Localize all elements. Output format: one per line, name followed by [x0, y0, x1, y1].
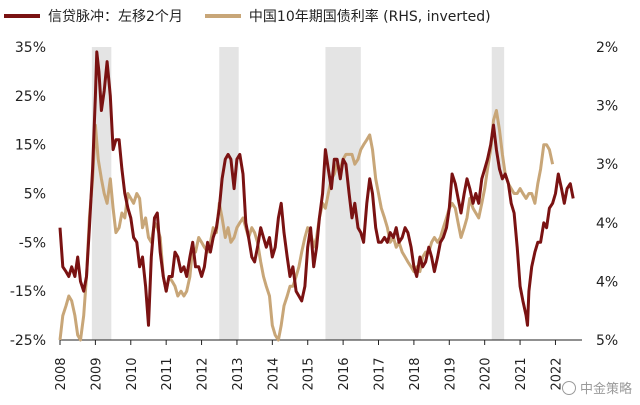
x-tick-label-2015: 2015 [302, 357, 317, 390]
x-tick-label-2014: 2014 [266, 357, 281, 390]
x-tick-label-2022: 2022 [549, 357, 564, 390]
shaded-period-1 [219, 47, 239, 340]
x-tick-label-2010: 2010 [125, 357, 140, 390]
y-right-tick-label-5: 5% [596, 333, 618, 349]
y-right-tick-label-3: 4% [596, 216, 618, 232]
legend-item-credit: 信贷脉冲：左移2个月 [4, 6, 183, 26]
legend-label-credit: 信贷脉冲：左移2个月 [48, 9, 183, 25]
x-tick-label-2020: 2020 [479, 357, 494, 390]
y-left-tick-label-1: 25% [15, 89, 46, 105]
x-tick-label-2018: 2018 [408, 357, 423, 390]
x-tick-label-2017: 2017 [373, 357, 388, 390]
shaded-period-0 [91, 47, 112, 340]
x-tick-label-2012: 2012 [196, 357, 211, 390]
x-tick-label-2008: 2008 [54, 357, 69, 390]
right-y-axis: 2% 3% 3% 4% 4% 5% [596, 40, 618, 349]
legend-swatch-bond [204, 14, 241, 18]
wechat-icon [561, 380, 576, 395]
y-right-tick-label-0: 2% [596, 40, 618, 56]
y-left-tick-label-4: -5% [19, 235, 46, 251]
series-line-bond-yield [58, 109, 555, 342]
y-left-tick-label-5: -15% [10, 284, 46, 300]
y-left-tick-label-6: -25% [10, 333, 46, 349]
legend: 信贷脉冲：左移2个月 中国10年期国债利率 (RHS, inverted) [4, 6, 513, 26]
watermark: 中金策略 [561, 378, 632, 397]
x-tick-label-2016: 2016 [337, 357, 352, 390]
series-line-credit-impulse [58, 50, 575, 327]
x-axis-ticks: 2008 2009 2010 2011 2012 2013 2014 2015 2016 2017… [54, 340, 564, 391]
x-tick-label-2021: 2021 [514, 357, 529, 390]
legend-item-bond: 中国10年期国债利率 (RHS, inverted) [204, 6, 491, 26]
legend-swatch-credit [4, 14, 40, 18]
y-right-tick-label-1: 3% [596, 99, 618, 115]
y-left-tick-label-2: 15% [15, 138, 46, 154]
left-y-axis: 35% 25% 15% 5% -5% -15% -25% [10, 40, 46, 349]
y-right-tick-label-4: 4% [596, 274, 618, 290]
y-right-tick-label-2: 3% [596, 157, 618, 173]
y-left-tick-label-3: 5% [24, 187, 46, 203]
x-tick-label-2011: 2011 [160, 357, 175, 390]
shaded-periods [91, 47, 505, 340]
legend-label-bond: 中国10年期国债利率 (RHS, inverted) [248, 9, 491, 25]
x-tick-label-2009: 2009 [89, 357, 104, 390]
watermark-text: 中金策略 [579, 382, 632, 397]
shaded-period-3 [491, 47, 505, 340]
shaded-period-2 [325, 47, 361, 340]
x-tick-label-2013: 2013 [231, 357, 246, 390]
x-tick-label-2019: 2019 [443, 357, 458, 390]
y-left-tick-label-0: 35% [15, 40, 46, 56]
